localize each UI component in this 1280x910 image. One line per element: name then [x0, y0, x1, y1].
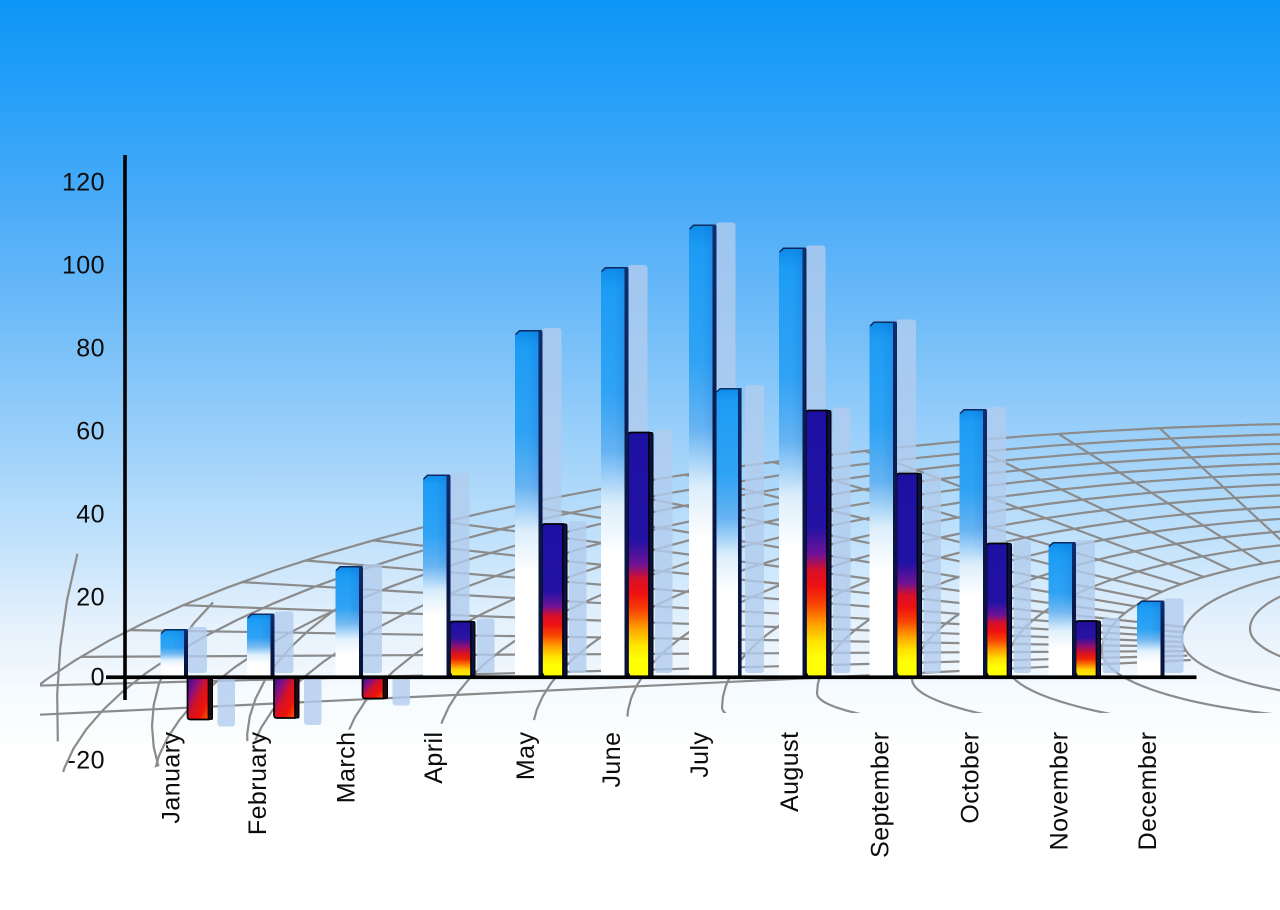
svg-text:-20: -20 [68, 747, 105, 775]
svg-text:December: December [1134, 732, 1162, 851]
svg-text:June: June [598, 732, 626, 788]
svg-text:August: August [776, 732, 804, 813]
svg-text:40: 40 [76, 501, 105, 529]
svg-text:February: February [244, 731, 272, 835]
svg-text:100: 100 [62, 252, 105, 280]
svg-text:April: April [420, 732, 448, 784]
svg-text:80: 80 [76, 335, 105, 363]
svg-text:0: 0 [91, 664, 105, 692]
svg-text:July: July [686, 731, 714, 777]
svg-text:October: October [957, 732, 985, 824]
svg-text:May: May [512, 731, 540, 780]
svg-text:60: 60 [76, 418, 105, 446]
svg-text:January: January [158, 731, 186, 823]
svg-text:March: March [333, 732, 361, 804]
svg-text:120: 120 [62, 169, 105, 197]
svg-text:September: September [867, 732, 895, 858]
svg-text:20: 20 [76, 584, 105, 612]
svg-text:November: November [1046, 732, 1074, 851]
